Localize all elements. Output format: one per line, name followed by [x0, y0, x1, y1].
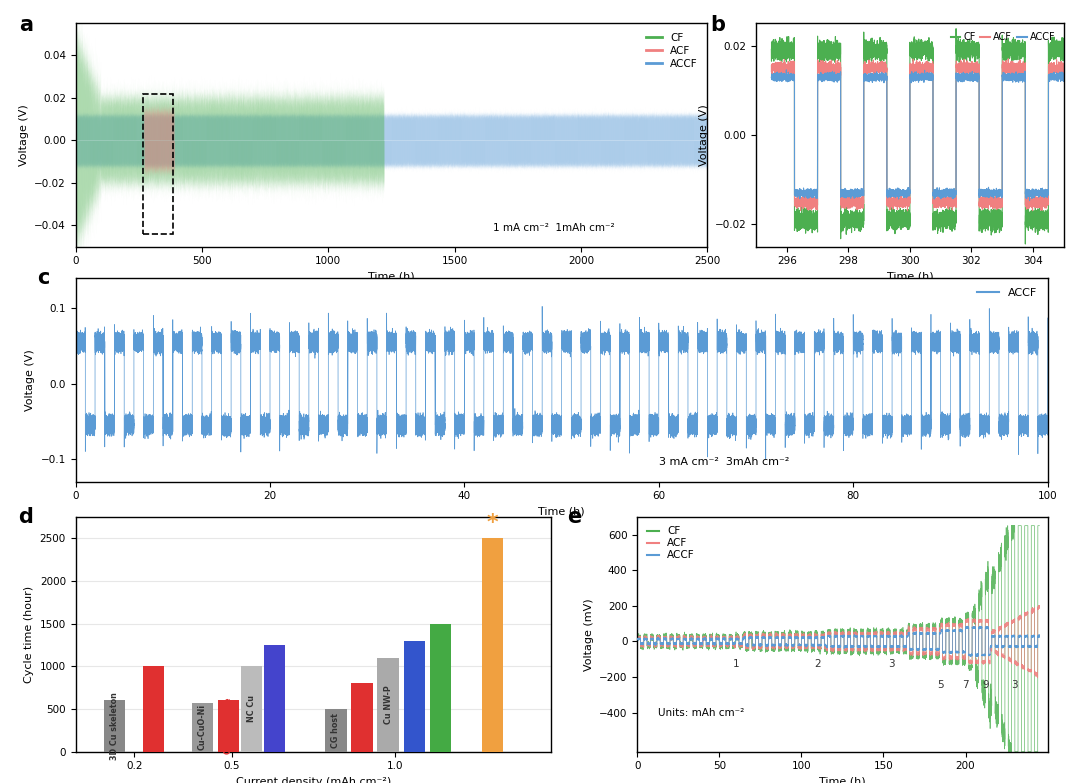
Bar [144, 666, 164, 752]
ACF [1002, 54, 1015, 63]
Text: 1 mA cm⁻²  1mAh cm⁻²: 1 mA cm⁻² 1mAh cm⁻² [492, 223, 615, 233]
Text: 3: 3 [889, 659, 895, 669]
Text: d: d [18, 507, 33, 528]
ACF [982, 197, 995, 207]
CF [780, 45, 793, 54]
ACCF [950, 73, 963, 82]
Legend: CF, ACF, ACCF: CF, ACF, ACCF [947, 28, 1058, 46]
Text: 7: 7 [962, 680, 969, 691]
Bar [325, 709, 347, 752]
Text: 1: 1 [732, 659, 739, 669]
CF [982, 208, 995, 218]
Text: a: a [18, 15, 32, 34]
Bar [241, 666, 262, 752]
ACF [1057, 65, 1070, 74]
ACF [901, 206, 914, 215]
Legend: CF, ACF, ACCF: CF, ACF, ACCF [643, 522, 699, 565]
Text: e: e [567, 507, 582, 528]
Text: 3D Cu skeleton: 3D Cu skeleton [110, 692, 119, 760]
CF [937, 218, 950, 227]
X-axis label: Time (h): Time (h) [538, 507, 585, 517]
CF [949, 24, 962, 34]
Line: ACF: ACF [771, 59, 1064, 211]
ACCF [997, 72, 1010, 81]
Y-axis label: Voltage (V): Voltage (V) [699, 104, 708, 166]
CF [1018, 240, 1031, 249]
ACCF [780, 65, 793, 74]
CF [870, 36, 883, 45]
X-axis label: Current density (mAh cm⁻²): Current density (mAh cm⁻²) [235, 777, 391, 783]
Bar [143, 94, 173, 234]
ACCF [765, 73, 778, 82]
Text: This work: This work [488, 623, 497, 667]
Text: 5: 5 [937, 680, 944, 691]
ACCF [937, 188, 950, 197]
ACCF [1057, 76, 1070, 85]
CF [997, 41, 1010, 51]
CF [1057, 47, 1070, 56]
Text: Cu-CuO-Ni: Cu-CuO-Ni [198, 704, 207, 750]
Text: b: b [710, 15, 725, 34]
X-axis label: Time (h): Time (h) [368, 272, 415, 282]
Bar [482, 538, 503, 752]
Text: 2: 2 [814, 659, 821, 669]
Text: NC Cu: NC Cu [247, 695, 256, 723]
Bar [192, 702, 213, 752]
Y-axis label: Voltage (V): Voltage (V) [18, 104, 28, 166]
ACCF [1023, 196, 1036, 205]
Bar [351, 684, 373, 752]
Text: 3 mA cm⁻²  3mAh cm⁻²: 3 mA cm⁻² 3mAh cm⁻² [659, 457, 789, 467]
Text: 3: 3 [1012, 680, 1018, 691]
ACCF [982, 193, 995, 202]
Line: ACCF: ACCF [771, 70, 1064, 200]
X-axis label: Time (h): Time (h) [819, 777, 866, 783]
Bar [378, 658, 399, 752]
Legend: CF, ACF, ACCF: CF, ACF, ACCF [643, 29, 702, 74]
Text: Cu mesh: Cu mesh [270, 679, 279, 717]
Text: c: c [37, 268, 49, 288]
ACF [937, 197, 950, 206]
Text: 3D Cu: 3D Cu [357, 704, 366, 731]
ACF [780, 60, 793, 70]
Bar [264, 645, 285, 752]
Y-axis label: Cycle time (hour): Cycle time (hour) [24, 586, 35, 683]
Bar [218, 701, 239, 752]
CF [765, 45, 778, 54]
CF [950, 48, 963, 57]
ACF [765, 61, 778, 70]
Y-axis label: Voltage (V): Voltage (V) [25, 349, 35, 410]
Y-axis label: Voltage (mV): Voltage (mV) [583, 598, 594, 670]
Text: Cu@NPCN: Cu@NPCN [409, 673, 419, 719]
Text: *: * [486, 513, 498, 533]
ACF [950, 67, 963, 76]
Text: Porous Cu: Porous Cu [149, 686, 158, 732]
Text: Cu nanowire: Cu nanowire [224, 698, 233, 754]
Text: Cu NW-P: Cu NW-P [383, 685, 392, 724]
Legend: ACCF: ACCF [973, 283, 1042, 302]
Bar [404, 640, 424, 752]
Text: Units: mAh cm⁻²: Units: mAh cm⁻² [658, 709, 744, 719]
Text: CuFG: CuFG [435, 676, 445, 699]
Bar [430, 623, 450, 752]
ACF [870, 61, 883, 70]
Text: 9: 9 [982, 680, 988, 691]
ACF [997, 62, 1010, 71]
ACCF [870, 73, 883, 82]
Text: CG host: CG host [332, 713, 340, 748]
Line: CF: CF [771, 29, 1064, 244]
ACCF [780, 73, 793, 82]
X-axis label: Time (h): Time (h) [887, 272, 933, 282]
Bar [104, 701, 125, 752]
